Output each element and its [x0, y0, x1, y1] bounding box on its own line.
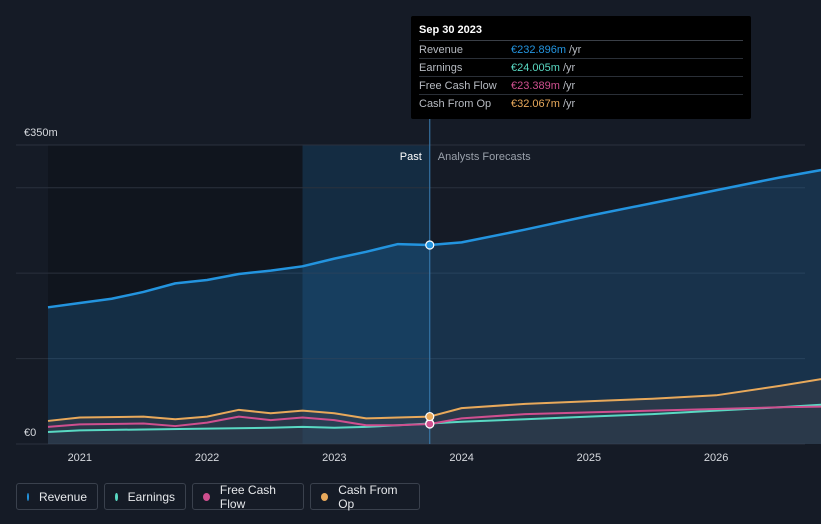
tooltip-date: Sep 30 2023 [419, 24, 743, 41]
x-tick-label: 2023 [322, 452, 346, 464]
y-tick-label: €0 [24, 427, 36, 439]
tooltip-label: Cash From Op [419, 97, 492, 110]
past-label: Past [400, 151, 422, 163]
x-tick-label: 2022 [195, 452, 219, 464]
tooltip-label: Revenue [419, 43, 464, 56]
tooltip-value: €232.896m [511, 43, 567, 56]
tooltip-unit: /yr [562, 61, 576, 74]
cash-from-op-line [47, 378, 821, 422]
legend-label: Earnings [127, 489, 175, 504]
x-tick-label: 2021 [68, 452, 92, 464]
free-cash-flow-line [47, 405, 821, 428]
legend-item-revenue[interactable]: Revenue [16, 483, 98, 510]
forecast-label: Analysts Forecasts [438, 151, 531, 163]
cash-from-op-marker [425, 411, 435, 422]
tooltip-label: Free Cash Flow [419, 79, 497, 92]
legend-dot-icon [115, 492, 118, 501]
free-cash-flow-marker [425, 419, 435, 429]
past-highlight-region [302, 145, 430, 444]
x-tick-label: 2025 [577, 452, 601, 464]
tooltip-label: Earnings [419, 61, 463, 74]
legend-dot-icon [27, 492, 29, 501]
x-tick-label: 2026 [704, 452, 728, 464]
legend-dot-icon [321, 492, 329, 501]
revenue-line [47, 168, 821, 309]
tooltip-unit: /yr [569, 43, 582, 56]
tooltip-row-cash-from-op: Cash From Op €32.067m /yr [419, 95, 743, 112]
legend-label: Revenue [38, 489, 87, 504]
tooltip-unit: /yr [562, 97, 576, 110]
tooltip-row-revenue: Revenue €232.896m /yr [419, 41, 743, 59]
legend-label: Cash From Op [338, 482, 398, 511]
y-tick-label: €350m [24, 127, 58, 139]
tooltip-value: €32.067m [511, 97, 560, 110]
tooltip-value: €24.005m [511, 61, 560, 74]
legend-item-earnings[interactable]: Earnings [104, 483, 186, 510]
legend-item-free-cash-flow[interactable]: Free Cash Flow [192, 482, 304, 511]
revenue-area [48, 170, 821, 444]
legend-label: Free Cash Flow [219, 482, 276, 511]
tooltip-row-earnings: Earnings €24.005m /yr [419, 59, 743, 77]
x-tick-label: 2024 [449, 452, 473, 464]
tooltip-unit: /yr [562, 79, 576, 92]
tooltip: Sep 30 2023 Revenue €232.896m /yr Earnin… [411, 16, 751, 119]
legend: Revenue Earnings Free Cash Flow Cash Fro… [16, 482, 420, 511]
tooltip-value: €23.389m [511, 79, 560, 92]
revenue-marker [425, 240, 435, 250]
tooltip-row-free-cash-flow: Free Cash Flow €23.389m /yr [419, 77, 743, 95]
legend-item-cash-from-op[interactable]: Cash From Op [310, 482, 420, 511]
legend-dot-icon [203, 492, 210, 501]
